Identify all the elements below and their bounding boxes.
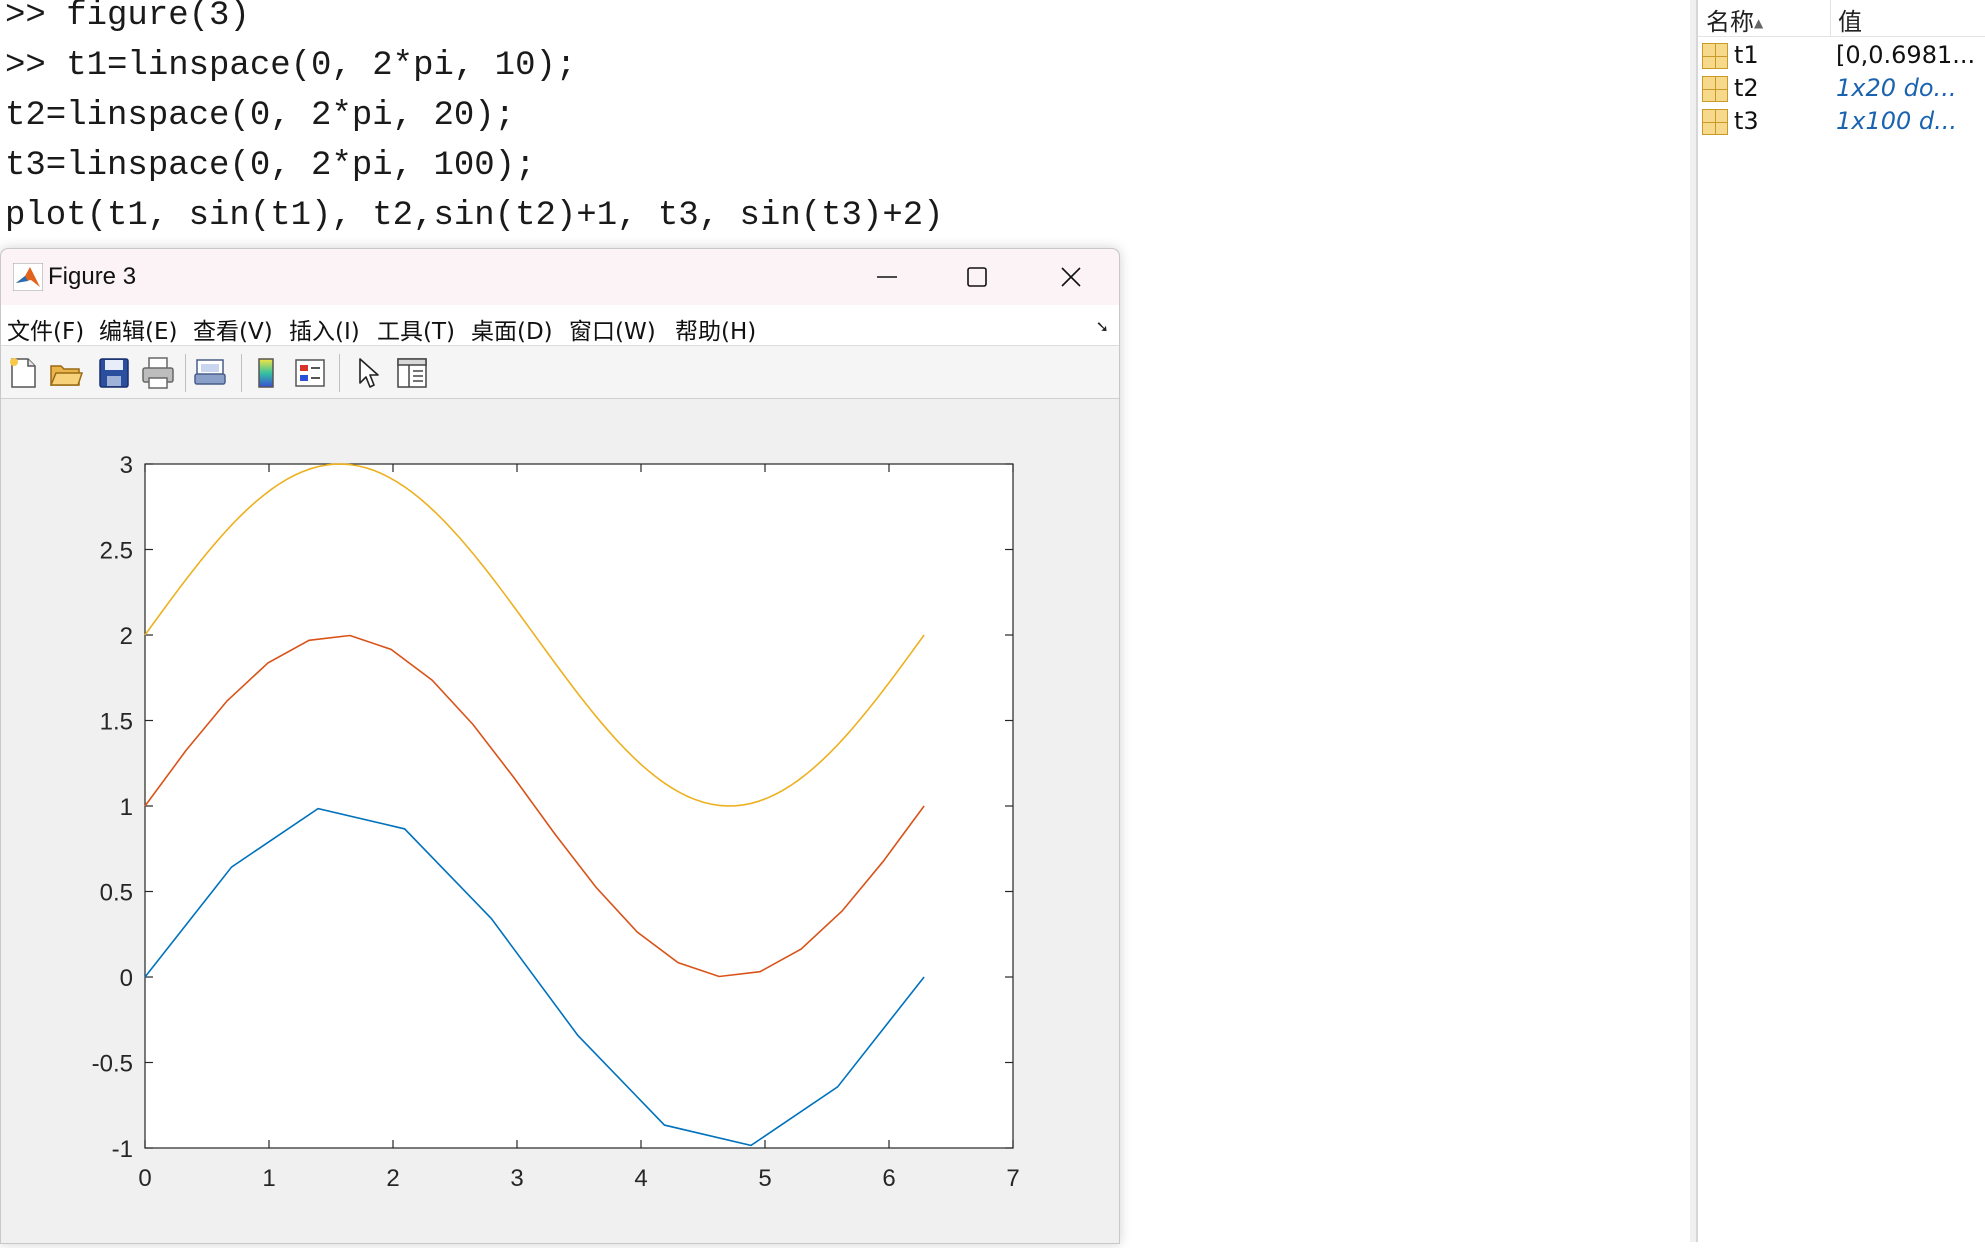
print-icon[interactable] — [141, 356, 175, 390]
save-icon[interactable] — [97, 356, 131, 390]
toolbar-separator — [241, 354, 242, 392]
y-tick-label: 2 — [120, 623, 133, 650]
variable-grid-icon — [1702, 109, 1728, 135]
figure-titlebar[interactable]: Figure 3 — [1, 249, 1119, 305]
variable-value: [0,0.6981... — [1836, 41, 1976, 69]
x-tick-label: 4 — [634, 1165, 647, 1192]
close-icon — [1061, 267, 1081, 287]
line-chart[interactable]: 0 1 2 3 4 5 6 7 -1 -0.5 0 0.5 1 1.5 2 2.5 3 — [1, 399, 1119, 1243]
y-tick-label: -1 — [112, 1136, 133, 1163]
variable-value: 1x20 do... — [1836, 74, 1957, 102]
command-line: >> t1=linspace(0, 2*pi, 10); — [5, 47, 577, 85]
series-line-1[interactable] — [144, 807, 925, 1147]
variable-grid-icon — [1702, 76, 1728, 102]
variable-name: t3 — [1734, 107, 1759, 135]
workspace-row-t2[interactable]: t2 1x20 do... — [1698, 73, 1985, 105]
command-line: plot(t1, sin(t1), t2,sin(t2)+1, t3, sin(… — [5, 197, 944, 235]
toolbar-separator — [339, 354, 340, 392]
series-line-3[interactable] — [144, 463, 925, 807]
menu-window[interactable]: 窗口(W) — [569, 319, 656, 345]
menu-desktop[interactable]: 桌面(D) — [471, 319, 553, 345]
menu-tools[interactable]: 工具(T) — [377, 319, 455, 345]
x-tick-label: 7 — [1006, 1165, 1019, 1192]
panel-splitter[interactable] — [1690, 0, 1696, 1242]
open-file-icon[interactable] — [49, 356, 83, 390]
dock-arrow-icon[interactable]: ➘ — [1095, 319, 1109, 336]
plot-area[interactable]: 0 1 2 3 4 5 6 7 -1 -0.5 0 0.5 1 1.5 2 2.5 3 — [1, 399, 1119, 1243]
x-tick-label: 5 — [758, 1165, 771, 1192]
variable-grid-icon — [1702, 43, 1728, 69]
x-tick-label: 3 — [510, 1165, 523, 1192]
menu-help[interactable]: 帮助(H) — [675, 319, 757, 345]
workspace-header: 名称▲ 值 — [1698, 0, 1985, 37]
y-tick-label: 1 — [120, 794, 133, 821]
menu-insert[interactable]: 插入(I) — [289, 319, 360, 345]
matlab-logo-icon — [13, 263, 43, 291]
x-tick-label: 6 — [882, 1165, 895, 1192]
property-inspector-icon[interactable] — [395, 356, 429, 390]
workspace-panel: 名称▲ 值 t1 [0,0.6981... t2 1x20 do... t3 1… — [1696, 0, 1985, 1242]
command-line: t2=linspace(0, 2*pi, 20); — [5, 97, 516, 135]
figure-toolbar — [1, 346, 1119, 399]
y-tick-label: 3 — [120, 452, 133, 479]
menu-edit[interactable]: 编辑(E) — [99, 319, 178, 345]
figure-title: Figure 3 — [48, 263, 137, 290]
column-header-name[interactable]: 名称▲ — [1706, 8, 1764, 36]
toolbar-separator — [185, 354, 186, 392]
new-figure-icon[interactable] — [6, 356, 40, 390]
series-line-2[interactable] — [144, 634, 925, 978]
workspace-row-t1[interactable]: t1 [0,0.6981... — [1698, 40, 1985, 72]
column-header-value[interactable]: 值 — [1838, 8, 1862, 36]
command-line: >> figure(3) — [5, 0, 250, 35]
print-preview-icon[interactable] — [193, 356, 227, 390]
colorbar-icon[interactable] — [249, 356, 283, 390]
y-tick-label: 0 — [120, 965, 133, 992]
sort-ascending-icon: ▲ — [1754, 16, 1764, 30]
menu-file[interactable]: 文件(F) — [7, 319, 85, 345]
figure-window[interactable]: Figure 3 文件(F) 编辑(E) 查看(V) 插入(I) 工具(T) 桌… — [0, 248, 1120, 1244]
command-line: t3=linspace(0, 2*pi, 100); — [5, 147, 536, 185]
x-tick-label: 0 — [138, 1165, 151, 1192]
close-button[interactable] — [1041, 257, 1101, 297]
maximize-icon — [967, 267, 987, 287]
x-tick-label: 2 — [386, 1165, 399, 1192]
y-tick-label: 0.5 — [100, 880, 133, 907]
x-tick-label: 1 — [262, 1165, 275, 1192]
y-tick-label: 2.5 — [100, 538, 133, 565]
minimize-icon — [877, 276, 897, 278]
variable-value: 1x100 d... — [1836, 107, 1958, 135]
workspace-row-t3[interactable]: t3 1x100 d... — [1698, 106, 1985, 138]
menu-view[interactable]: 查看(V) — [193, 319, 273, 345]
maximize-button[interactable] — [947, 257, 1007, 297]
column-divider[interactable] — [1830, 0, 1831, 36]
edit-plot-arrow-icon[interactable] — [351, 356, 385, 390]
axes-box — [144, 463, 1014, 1149]
variable-name: t1 — [1734, 41, 1759, 69]
figure-menubar: 文件(F) 编辑(E) 查看(V) 插入(I) 工具(T) 桌面(D) 窗口(W… — [1, 305, 1119, 346]
y-tick-label: 1.5 — [100, 709, 133, 736]
legend-icon[interactable] — [293, 356, 327, 390]
y-tick-label: -0.5 — [92, 1051, 133, 1078]
minimize-button[interactable] — [857, 257, 917, 297]
variable-name: t2 — [1734, 74, 1759, 102]
